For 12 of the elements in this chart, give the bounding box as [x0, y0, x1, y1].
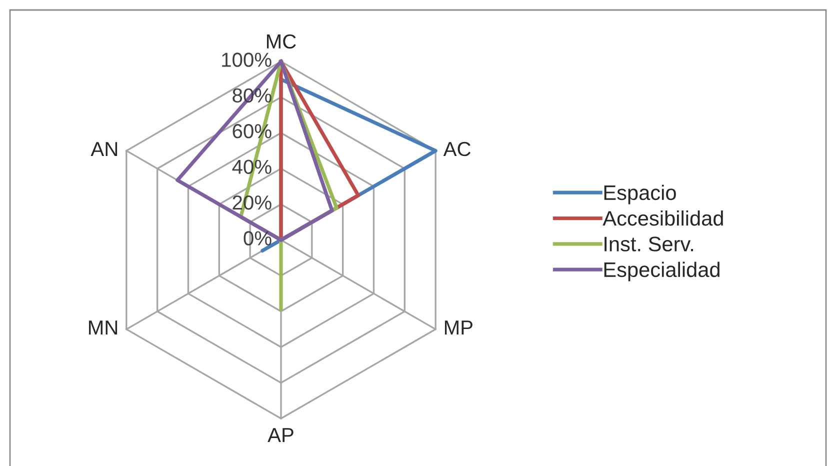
legend-label: Accesibilidad: [602, 210, 723, 226]
legend-label: Espacio: [604, 184, 676, 204]
y-tick-label: 100%: [222, 52, 272, 67]
spoke-label: MP: [444, 320, 472, 334]
y-tick-label: 0%: [244, 231, 272, 246]
spoke-label: AC: [443, 142, 471, 156]
spoke-label: MC: [266, 34, 296, 49]
spoke-label: AP: [268, 428, 294, 442]
legend-label: Inst. Serv.: [604, 236, 694, 252]
spoke-label: MN: [89, 320, 118, 334]
legend-label: Especialidad: [604, 262, 720, 282]
spoke-label: AN: [90, 142, 118, 156]
